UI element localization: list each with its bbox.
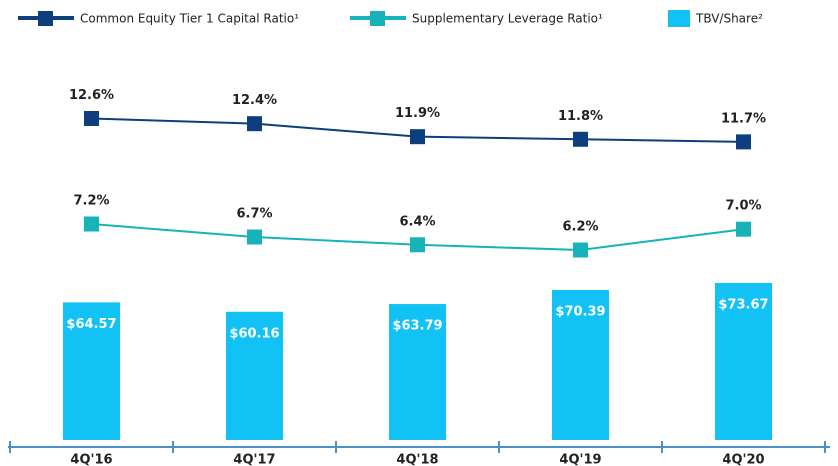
line-value-label: 12.4%: [232, 93, 277, 108]
bar: [226, 311, 283, 440]
line-value-label: 11.7%: [721, 111, 766, 126]
line-marker: [736, 134, 751, 150]
line-value-label: 11.9%: [395, 106, 440, 121]
bar-value-label: $64.57: [66, 317, 116, 332]
x-tick-label: 4Q'16: [70, 453, 112, 466]
line-marker: [573, 131, 588, 147]
line-marker: [84, 110, 99, 126]
x-tick-label: 4Q'20: [722, 453, 764, 466]
legend-label: TBV/Share²: [695, 12, 763, 26]
legend-label: Common Equity Tier 1 Capital Ratio¹: [80, 12, 299, 26]
bar-value-label: $60.16: [229, 326, 279, 341]
legend-marker: [38, 11, 53, 26]
line-value-label: 6.2%: [562, 220, 598, 235]
line-value-label: 7.2%: [73, 194, 109, 209]
x-tick-label: 4Q'18: [396, 453, 438, 466]
line-value-label: 12.6%: [69, 88, 114, 103]
line-marker: [84, 216, 99, 232]
x-tick-label: 4Q'17: [233, 453, 275, 466]
bar-value-label: $73.67: [718, 298, 768, 313]
line-marker: [410, 237, 425, 253]
line-marker: [247, 229, 262, 245]
bar-value-label: $70.39: [555, 304, 605, 319]
line-value-label: 6.4%: [399, 214, 435, 229]
legend-label: Supplementary Leverage Ratio¹: [412, 12, 603, 26]
line-value-label: 6.7%: [236, 207, 272, 222]
bar: [715, 283, 772, 440]
bar: [389, 304, 446, 440]
bar: [63, 302, 120, 440]
line-marker: [736, 221, 751, 237]
line-value-label: 7.0%: [725, 199, 761, 214]
line-marker: [247, 116, 262, 132]
legend-marker: [370, 11, 385, 26]
bar-value-label: $63.79: [392, 319, 442, 334]
bar: [552, 289, 609, 440]
line-marker: [573, 242, 588, 258]
line-marker: [410, 129, 425, 145]
legend-swatch: [668, 10, 690, 27]
x-tick-label: 4Q'19: [559, 453, 601, 466]
line-value-label: 11.8%: [558, 109, 603, 124]
